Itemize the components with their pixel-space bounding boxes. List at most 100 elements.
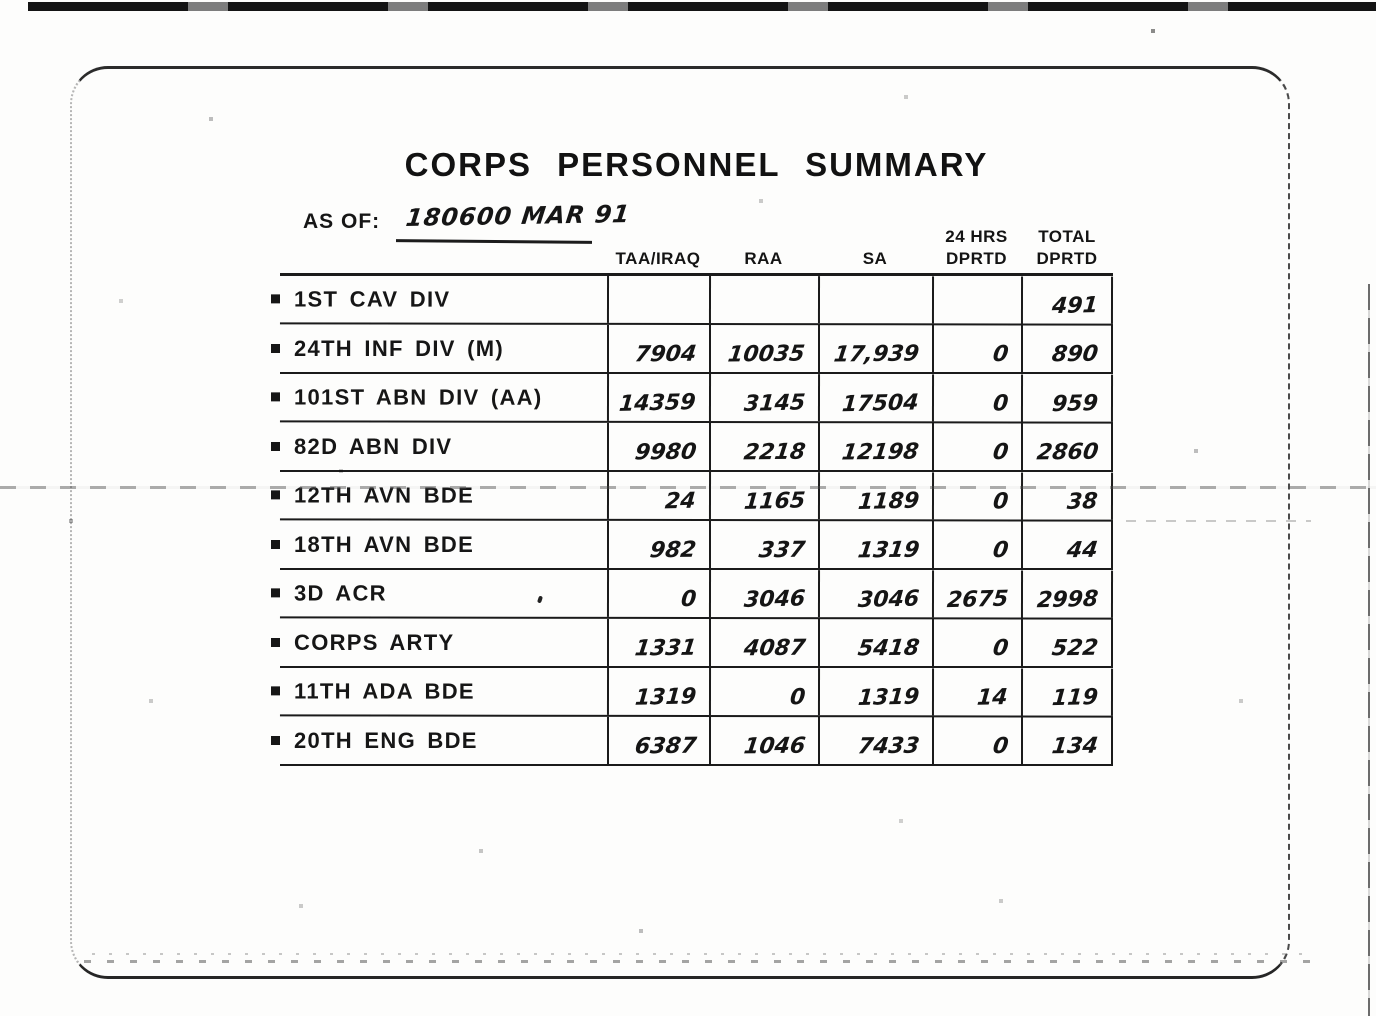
cell-value: 7904 <box>633 341 698 368</box>
col-header-label: RAA <box>744 248 783 268</box>
unit-cell: 82D ABN DIV <box>271 423 607 470</box>
col-header-top: 24 HRS <box>945 226 1008 246</box>
cell-value: 522 <box>1050 635 1100 662</box>
as-of-label: AS OF: <box>303 210 381 233</box>
cell-total-dprtd: 2998 <box>1020 570 1114 618</box>
cell-taa-iraq: 6387 <box>607 717 709 764</box>
cell-value: 1165 <box>742 488 806 515</box>
unit-name: 20TH ENG BDE <box>294 727 478 753</box>
cell-value: 14 <box>976 685 1009 711</box>
cell-value: 119 <box>1051 684 1099 712</box>
cell-total-dprtd: 38 <box>1020 472 1114 520</box>
col-header-label: TAA/IRAQ <box>615 248 701 268</box>
cell-taa-iraq: 24 <box>606 471 710 520</box>
cell-value: 2218 <box>742 439 807 466</box>
cell-taa-iraq <box>606 275 710 324</box>
cell-raa: 2218 <box>709 423 818 470</box>
cell-raa: 10035 <box>709 325 818 372</box>
unit-name: 24TH INF DIV (M) <box>294 335 505 361</box>
bullet-square-icon <box>271 736 280 745</box>
col-header-raa: RAA <box>709 248 818 273</box>
cell-taa-iraq: 1331 <box>607 619 709 666</box>
cell-value: 3145 <box>742 390 806 417</box>
table-row: 3D ACR 0 3046 3046 2675 2998 <box>270 569 1114 620</box>
cell-value: 959 <box>1051 390 1099 418</box>
unit-cell: CORPS ARTY <box>271 619 607 666</box>
cell-value: 4087 <box>742 635 807 662</box>
scan-artifact-streak <box>0 486 1376 489</box>
cell-raa: 337 <box>709 521 818 568</box>
bullet-square-icon <box>270 588 281 598</box>
cell-24hrs-dprtd: 0 <box>931 374 1022 422</box>
cell-value: 1046 <box>742 733 807 760</box>
table-header: TAA/IRAQ RAA SA 24 HRS DPRTD TOTAL DPRTD <box>280 224 1113 273</box>
slide-border <box>70 66 1290 979</box>
cell-taa-iraq: 9980 <box>607 423 709 470</box>
cell-value: 0 <box>991 439 1010 466</box>
cell-value: 6387 <box>633 733 698 760</box>
unit-cell: 20TH ENG BDE <box>271 717 607 764</box>
cell-raa: 3145 <box>708 374 819 422</box>
cell-taa-iraq: 14359 <box>606 373 710 422</box>
cell-sa: 17504 <box>817 374 933 422</box>
cell-value: 1319 <box>856 684 920 712</box>
cell-sa: 1319 <box>817 668 933 716</box>
cell-sa: 1319 <box>818 521 932 568</box>
table-row: 18TH AVN BDE 982 337 1319 0 44 <box>271 521 1113 570</box>
unit-cell: 12TH AVN BDE <box>270 471 607 518</box>
scan-artifact-speckles <box>84 948 1314 964</box>
cell-total-dprtd: 959 <box>1020 374 1114 422</box>
cell-value: 1331 <box>633 635 698 662</box>
cell-total-dprtd: 134 <box>1021 717 1113 764</box>
cell-sa: 5418 <box>818 619 932 666</box>
cell-raa: 1046 <box>709 717 818 764</box>
cell-24hrs-dprtd: 0 <box>932 325 1021 372</box>
cell-raa <box>708 276 819 324</box>
cell-sa <box>817 276 933 324</box>
cell-value: 44 <box>1065 537 1100 564</box>
col-header-24hrs-dprtd: 24 HRS DPRTD <box>932 226 1021 273</box>
scan-noise <box>0 0 2 2</box>
cell-total-dprtd: 890 <box>1021 325 1113 372</box>
table-row: 24TH INF DIV (M) 7904 10035 17,939 0 890 <box>271 325 1113 374</box>
cell-value: 0 <box>991 733 1010 760</box>
unit-cell: 101ST ABN DIV (AA) <box>270 373 607 420</box>
cell-value: 3046 <box>856 586 920 614</box>
cell-taa-iraq: 7904 <box>607 325 709 372</box>
bullet-square-icon <box>271 638 280 647</box>
cell-value: 1319 <box>633 684 697 711</box>
col-header-label: DPRTD <box>945 248 1008 268</box>
cell-total-dprtd: 119 <box>1020 668 1114 716</box>
cell-24hrs-dprtd: 0 <box>932 521 1021 568</box>
col-header-total-dprtd: TOTAL DPRTD <box>1021 226 1113 273</box>
cell-raa: 1165 <box>708 472 819 520</box>
cell-total-dprtd: 44 <box>1021 521 1113 568</box>
table-row: 12TH AVN BDE 24 1165 1189 0 38 <box>270 471 1114 522</box>
col-header-taa-iraq: TAA/IRAQ <box>607 248 709 273</box>
cell-value: 2860 <box>1035 439 1100 466</box>
unit-cell: 3D ACR <box>270 569 607 616</box>
cell-value: 0 <box>679 586 697 613</box>
unit-name: CORPS ARTY <box>294 629 455 655</box>
cell-24hrs-dprtd: 0 <box>932 423 1021 470</box>
cell-value: 1189 <box>856 488 920 516</box>
bullet-square-icon <box>271 442 280 451</box>
unit-name: 11TH ADA BDE <box>293 677 475 704</box>
table-row: 1ST CAV DIV 491 <box>270 275 1114 326</box>
bullet-square-icon <box>271 540 280 549</box>
unit-name: 18TH AVN BDE <box>294 531 475 557</box>
scan-artifact-streak <box>1126 520 1311 522</box>
cell-raa: 4087 <box>709 619 818 666</box>
cell-value: 0 <box>991 635 1010 662</box>
cell-value: 0 <box>991 341 1010 368</box>
cell-value: 9980 <box>633 439 698 466</box>
bullet-square-icon <box>270 686 281 696</box>
unit-name: 3D ACR <box>293 579 387 606</box>
scan-artifact-right-edge <box>1368 284 1370 1016</box>
cell-value: 0 <box>991 489 1009 515</box>
cell-value: 337 <box>757 537 807 564</box>
bullet-square-icon <box>270 294 281 304</box>
cell-value: 14359 <box>618 389 697 417</box>
unit-cell: 11TH ADA BDE <box>270 667 607 714</box>
cell-total-dprtd: 522 <box>1021 619 1113 666</box>
